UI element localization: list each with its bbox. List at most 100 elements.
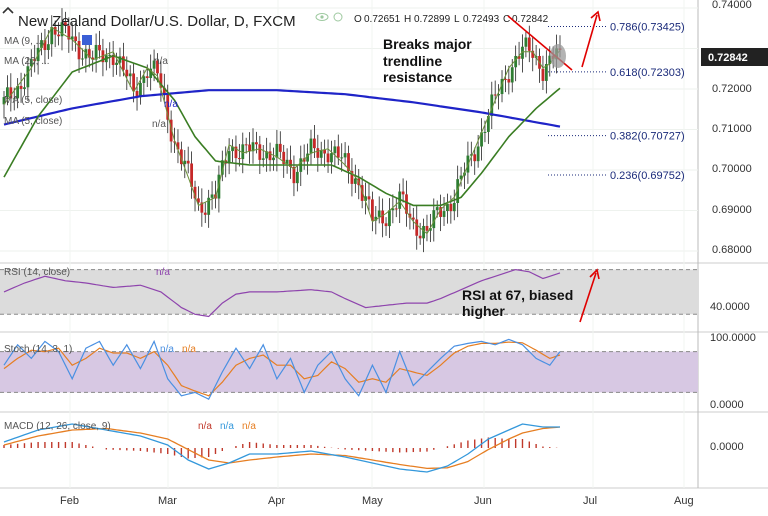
- candle: [483, 131, 487, 133]
- ma-legend-4: MA (5, close): [4, 116, 62, 127]
- y-axis-price: 0.74000 0.72000 0.71000 0.70000 0.69000 …: [710, 0, 756, 453]
- candle: [497, 94, 501, 96]
- candle: [323, 150, 327, 154]
- x-tick-label: Mar: [158, 495, 177, 507]
- candle: [408, 213, 412, 218]
- y-tick-label: 0.71000: [712, 123, 752, 135]
- candle: [517, 55, 521, 59]
- candle: [115, 62, 118, 65]
- candle: [118, 56, 122, 63]
- candle: [272, 157, 275, 161]
- candle: [415, 219, 419, 236]
- candle: [449, 203, 453, 212]
- y-tick-label: 100.0000: [710, 332, 756, 344]
- visibility-toggle[interactable]: [82, 35, 92, 45]
- candle: [156, 60, 159, 74]
- stoch-legend: Stoch (14, 3, 1): [4, 344, 72, 355]
- candle: [2, 97, 6, 105]
- y-tick-label: 40.0000: [710, 301, 750, 313]
- candle: [452, 202, 456, 212]
- candle: [169, 119, 173, 142]
- candle: [435, 207, 439, 211]
- candle: [248, 144, 251, 152]
- candle: [67, 25, 71, 40]
- y-tick-label: 0.0000: [710, 399, 744, 411]
- candle: [16, 85, 20, 99]
- arrow-head-icon: [590, 10, 601, 22]
- candle: [60, 22, 64, 37]
- candle: [330, 153, 333, 163]
- candle: [241, 144, 245, 160]
- ohlc-c-value: 0.72842: [512, 14, 549, 25]
- candle: [319, 150, 323, 158]
- fib-label: 0.618(0.72303): [610, 67, 685, 79]
- candle: [309, 138, 313, 154]
- candle: [237, 158, 241, 160]
- candle: [548, 55, 552, 65]
- candle: [179, 149, 183, 165]
- y-tick-label: 0.72000: [712, 83, 752, 95]
- candle: [43, 40, 47, 51]
- candle: [255, 142, 258, 145]
- candle: [125, 69, 129, 77]
- candle: [261, 158, 265, 160]
- last-price-badge: 0.72842: [701, 48, 768, 66]
- candle: [313, 138, 316, 149]
- candle: [405, 194, 408, 214]
- candle: [74, 36, 78, 42]
- candle: [87, 49, 91, 58]
- candle: [186, 160, 190, 164]
- stoch-legend-na: n/a: [182, 344, 196, 355]
- annotation-rsi: higher: [462, 303, 505, 319]
- candle: [190, 163, 194, 187]
- candle: [292, 166, 296, 184]
- candle: [9, 87, 13, 99]
- candle: [391, 208, 395, 211]
- candle: [377, 210, 381, 217]
- candle: [91, 57, 95, 60]
- breakout-marker: [550, 44, 566, 68]
- candle: [63, 22, 67, 26]
- ma-legend-na: n/a: [164, 99, 178, 110]
- candle: [152, 60, 156, 69]
- candle: [442, 211, 446, 217]
- candle: [486, 116, 490, 132]
- candle: [265, 151, 269, 159]
- macd-layer: [3, 423, 561, 473]
- chart-title: New Zealand Dollar/U.S. Dollar, D, FXCM: [18, 13, 296, 30]
- candle: [210, 194, 214, 198]
- candle: [459, 175, 463, 180]
- settings-icon[interactable]: [333, 12, 343, 22]
- candle: [33, 58, 37, 62]
- candle: [98, 44, 101, 51]
- candle: [544, 64, 548, 81]
- x-tick-label: Jun: [474, 495, 492, 507]
- candle: [50, 27, 54, 45]
- x-tick-label: Apr: [268, 495, 285, 507]
- candle: [384, 223, 388, 227]
- ma-mid-line: [3, 54, 561, 207]
- candle: [81, 58, 84, 60]
- candle: [77, 41, 81, 60]
- candle: [234, 146, 238, 159]
- candle: [207, 197, 211, 215]
- candle: [381, 210, 385, 224]
- ma-fast-line: [3, 26, 561, 235]
- ma-legend-1: MA (9, ...: [4, 36, 44, 47]
- candle: [46, 44, 50, 51]
- x-tick-label: Feb: [60, 495, 79, 507]
- candle: [26, 66, 30, 88]
- candle: [394, 208, 398, 210]
- rsi-layer: [0, 268, 698, 318]
- macd-legend-na: n/a: [242, 421, 256, 432]
- candle: [316, 148, 320, 158]
- candle: [149, 68, 153, 79]
- collapse-icon[interactable]: [2, 6, 14, 14]
- candle: [490, 94, 494, 117]
- y-tick-label: 0.74000: [712, 0, 752, 11]
- ohlc-h-label: H: [404, 14, 411, 25]
- eye-icon[interactable]: [315, 13, 329, 21]
- annotation-trendline: trendline: [383, 53, 442, 69]
- ohlc-l-value: 0.72493: [463, 14, 500, 25]
